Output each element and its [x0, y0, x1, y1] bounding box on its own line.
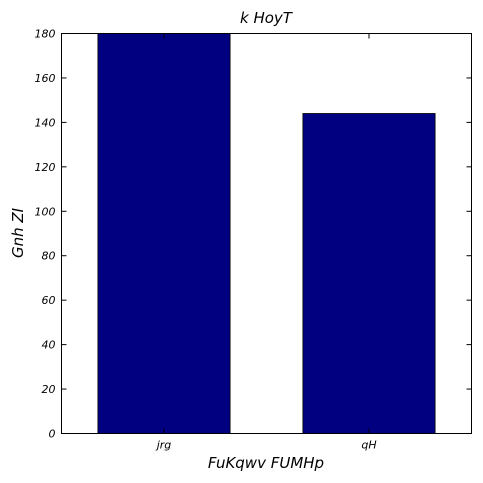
- y-tick-label: 100: [35, 205, 56, 218]
- y-tick-label: 180: [35, 28, 56, 41]
- ticks-layer: 0 20 40 60 80 100 120 140 160 180 jrg qH: [35, 28, 472, 452]
- x-tick-label-jrg: jrg: [155, 439, 172, 452]
- y-tick-label: 60: [42, 294, 56, 307]
- bar-qH: [302, 113, 436, 434]
- y-axis-label: Gnh ZI: [9, 207, 27, 258]
- chart-title: k HoyT: [240, 9, 294, 27]
- y-tick-label: 160: [35, 72, 56, 85]
- bars-layer: [97, 33, 436, 434]
- x-tick-label-qH: qH: [361, 439, 376, 452]
- y-tick-label: 20: [42, 383, 56, 396]
- x-axis-label: FuKqwv FUMHp: [208, 454, 324, 472]
- plot-frame: [61, 33, 472, 434]
- bar-jrg: [97, 33, 231, 434]
- y-tick-label: 0: [49, 428, 56, 441]
- y-tick-label: 140: [35, 116, 56, 129]
- y-tick-label: 120: [35, 161, 56, 174]
- y-tick-label: 40: [42, 339, 56, 352]
- y-tick-label: 80: [42, 250, 56, 263]
